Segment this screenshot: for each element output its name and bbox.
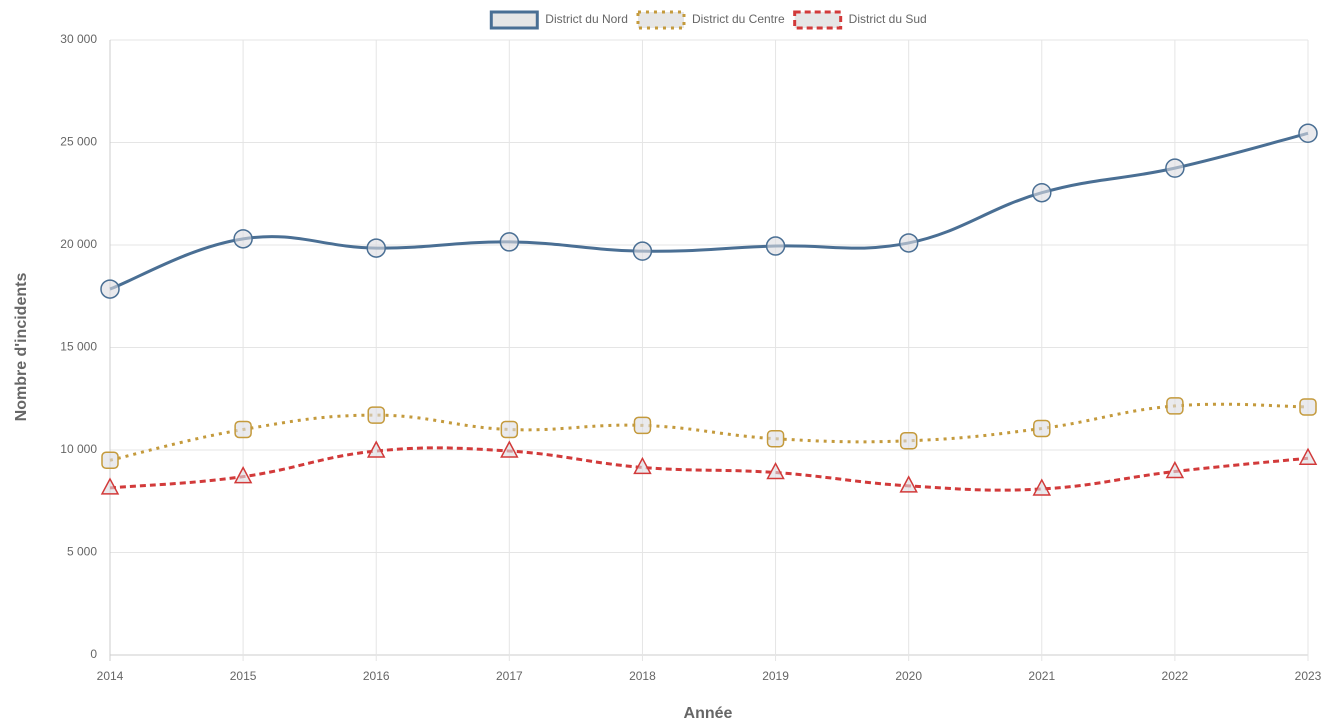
marker xyxy=(1033,419,1051,438)
marker xyxy=(1298,123,1318,144)
x-tick-label: 2020 xyxy=(895,669,922,683)
legend-label: District du Centre xyxy=(692,12,785,26)
x-axis-label: Année xyxy=(684,705,733,722)
y-tick-label: 5 000 xyxy=(67,545,97,559)
marker xyxy=(101,451,119,469)
marker xyxy=(1165,158,1185,178)
marker xyxy=(765,236,786,256)
x-tick-label: 2015 xyxy=(230,669,257,683)
marker xyxy=(366,238,386,258)
series-line xyxy=(109,402,1309,462)
marker xyxy=(1299,398,1317,416)
marker xyxy=(633,456,652,475)
x-tick-label: 2016 xyxy=(363,669,390,683)
marker xyxy=(367,406,385,424)
marker xyxy=(1032,182,1052,203)
y-tick-label: 30 000 xyxy=(60,32,97,46)
legend-swatch xyxy=(793,10,843,30)
legend-label: District du Sud xyxy=(849,12,927,26)
series-line xyxy=(109,131,1309,291)
marker xyxy=(766,429,785,448)
marker xyxy=(1032,478,1052,496)
marker xyxy=(234,420,252,439)
marker xyxy=(500,440,519,458)
x-tick-label: 2021 xyxy=(1028,669,1055,683)
marker xyxy=(1165,460,1185,479)
x-tick-label: 2014 xyxy=(97,669,124,683)
marker xyxy=(899,432,918,450)
y-tick-label: 10 000 xyxy=(60,442,97,456)
series-line xyxy=(109,446,1309,492)
x-tick-label: 2017 xyxy=(496,669,523,683)
marker xyxy=(899,475,918,493)
marker xyxy=(500,420,519,439)
marker xyxy=(1166,397,1184,415)
marker xyxy=(100,477,120,495)
marker xyxy=(233,466,253,484)
legend-swatch xyxy=(489,10,539,30)
x-tick-label: 2019 xyxy=(762,669,789,683)
marker xyxy=(632,241,653,261)
y-axis-label: Nombre d'incidents xyxy=(13,273,30,422)
y-tick-label: 25 000 xyxy=(60,135,97,149)
legend-swatch xyxy=(636,10,686,30)
marker xyxy=(766,461,785,480)
x-tick-label: 2018 xyxy=(629,669,656,683)
marker xyxy=(633,416,652,435)
marker xyxy=(233,229,253,249)
marker xyxy=(898,233,919,253)
marker xyxy=(499,232,520,252)
marker xyxy=(100,279,120,299)
marker xyxy=(366,440,386,458)
y-tick-label: 15 000 xyxy=(60,340,97,354)
y-tick-label: 20 000 xyxy=(60,237,97,251)
x-tick-label: 2023 xyxy=(1295,669,1322,683)
marker xyxy=(1298,447,1318,465)
y-tick-label: 0 xyxy=(90,647,97,661)
legend: District du Nord District du Centre Distri… xyxy=(489,10,927,30)
legend-label: District du Nord xyxy=(545,12,628,26)
x-tick-label: 2022 xyxy=(1162,669,1189,683)
